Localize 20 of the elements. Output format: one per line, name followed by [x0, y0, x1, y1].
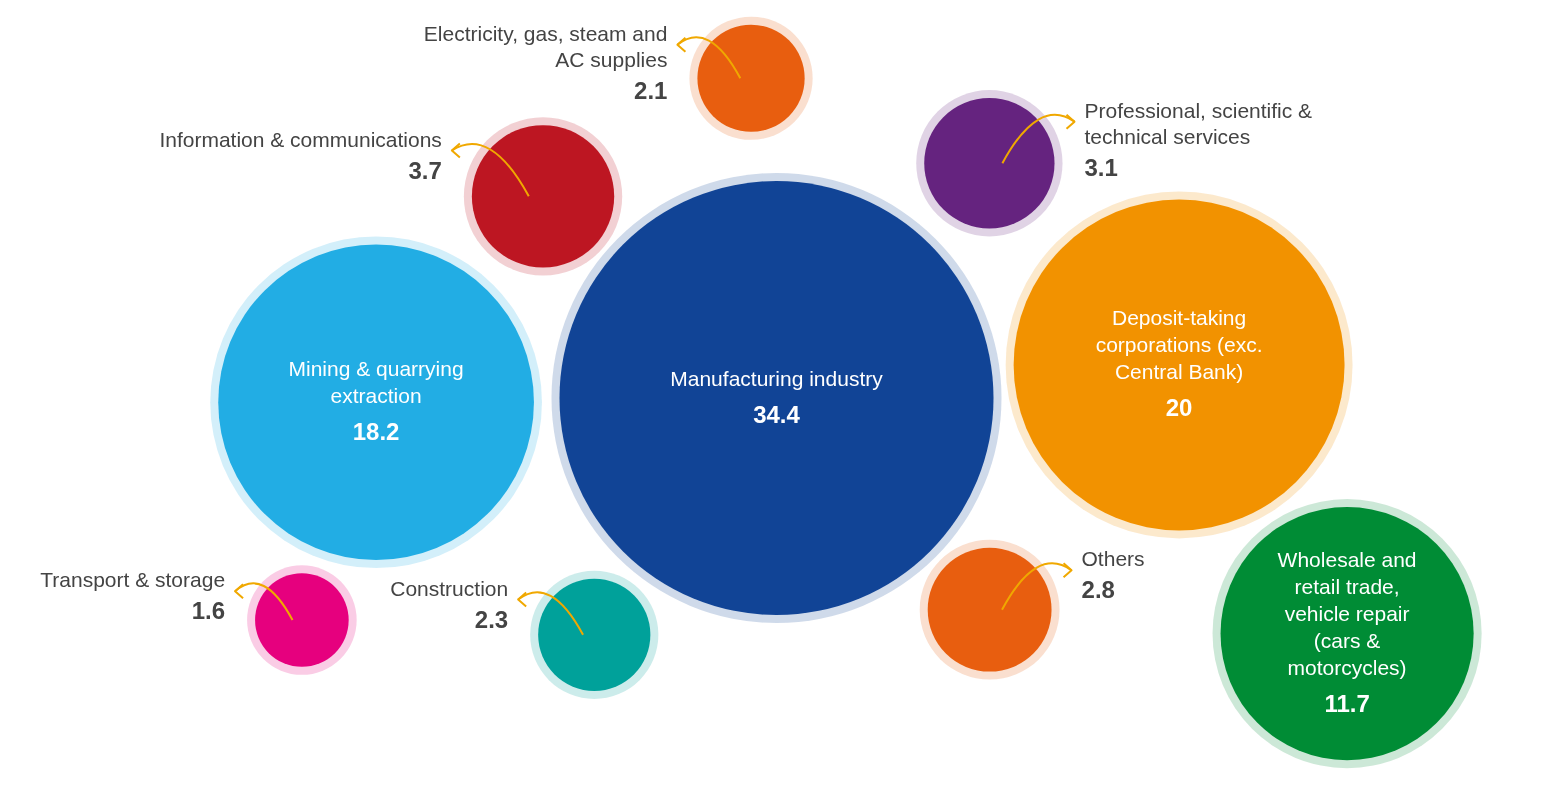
data-label: 2.1 — [634, 76, 668, 104]
data-label: 18.2 — [352, 418, 400, 446]
category-label: Manufacturing industry — [670, 366, 884, 390]
category-label: Electricity, gas, steam and AC supplies — [423, 21, 668, 71]
category-label: Professional, scientific & technical services — [1084, 98, 1313, 148]
data-label: 3.1 — [1084, 153, 1118, 181]
category-label: Wholesale and retail trade, vehicle repair (cars & motorcycles) — [1277, 548, 1417, 680]
data-label: 20 — [1165, 394, 1193, 422]
category-label: Mining & quarrying extraction — [288, 357, 464, 408]
category-label: Information & communications — [159, 127, 442, 151]
category-label: Deposit-taking corporations (exc. Central Bank) — [1095, 306, 1263, 384]
category-label: Transport & storage — [40, 568, 226, 592]
data-label: 11.7 — [1324, 690, 1370, 718]
data-label: 1.6 — [191, 597, 226, 625]
category-label: Construction — [390, 576, 509, 600]
data-label: 2.8 — [1081, 576, 1115, 604]
data-label: 3.7 — [408, 156, 442, 184]
category-label: Others — [1081, 547, 1145, 571]
data-label: 34.4 — [753, 400, 801, 428]
data-label: 2.3 — [474, 605, 509, 633]
